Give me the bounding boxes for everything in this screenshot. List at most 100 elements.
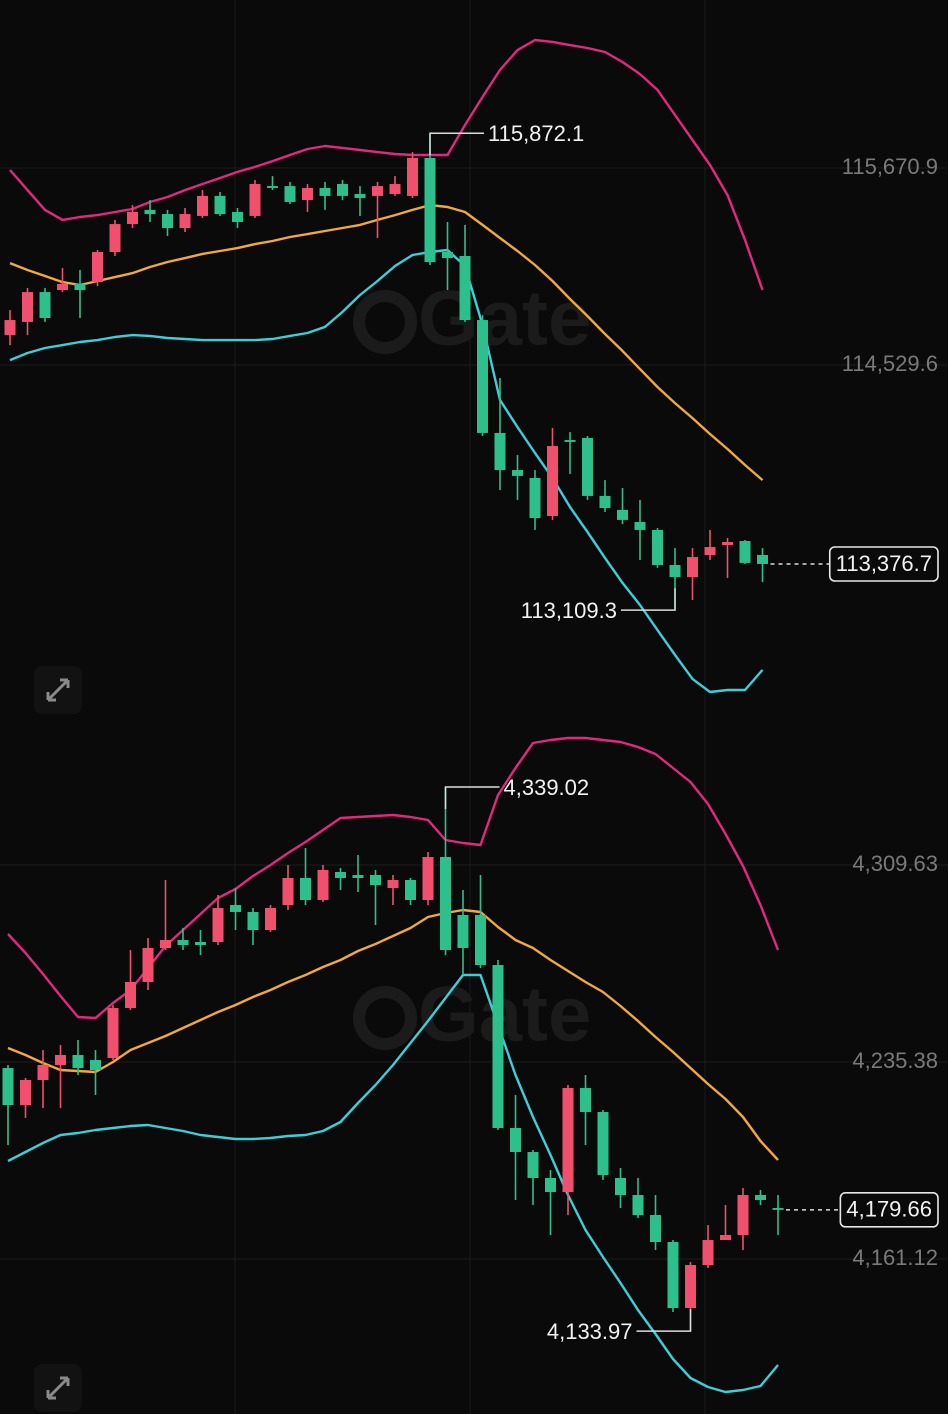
- candle-body: [564, 440, 576, 442]
- candle-body: [407, 157, 418, 196]
- candle-body: [74, 283, 86, 291]
- candle-body: [247, 911, 259, 931]
- high-label: 4,339.02: [504, 775, 590, 800]
- candle-body: [442, 252, 453, 259]
- candle-body: [55, 1055, 66, 1066]
- candle-body: [405, 879, 416, 901]
- candle-body: [422, 856, 434, 901]
- low-label: 113,109.3: [521, 598, 617, 623]
- candle-body: [582, 437, 593, 496]
- low-pointer: [636, 1309, 692, 1332]
- candle-body: [512, 470, 523, 476]
- candle-body: [354, 194, 366, 198]
- candle-body: [702, 1240, 714, 1266]
- candle-body: [755, 1195, 766, 1201]
- candle-body: [300, 878, 311, 901]
- candle-body: [440, 856, 451, 951]
- candle-body: [757, 554, 768, 565]
- candle-body: [22, 292, 33, 322]
- candle-body: [510, 1127, 521, 1153]
- candle-body: [232, 211, 243, 222]
- candle-body: [317, 869, 329, 901]
- y-tick-label: 4,235.38: [852, 1048, 938, 1073]
- candle-body: [685, 1265, 696, 1309]
- y-tick-label: 4,309.63: [852, 851, 938, 876]
- candle-body: [580, 1088, 591, 1113]
- candle-body: [650, 1215, 661, 1243]
- candle-body: [424, 157, 436, 263]
- band-line: [9, 38, 764, 291]
- y-tick-label: 4,161.12: [852, 1245, 938, 1270]
- candle-body: [562, 1088, 574, 1193]
- candle-body: [477, 320, 488, 433]
- candle-body: [142, 947, 154, 983]
- candle-body: [652, 529, 663, 565]
- candle-body: [529, 477, 541, 519]
- candle-body: [302, 187, 313, 201]
- candle-body: [669, 564, 681, 578]
- candle-body: [127, 211, 138, 225]
- candle-body: [632, 1195, 644, 1216]
- candle-body: [267, 186, 278, 188]
- candle-body: [92, 252, 103, 283]
- candle-body: [72, 1055, 84, 1069]
- candle-body: [39, 292, 51, 318]
- y-tick-label: 115,670.9: [842, 154, 938, 179]
- watermark-text: Gate: [418, 274, 591, 362]
- candle-body: [617, 509, 628, 520]
- candle-body: [739, 540, 751, 563]
- band-line: [7, 908, 779, 1161]
- candle-body: [109, 224, 121, 253]
- candle-body: [284, 186, 296, 202]
- watermark-logo: [353, 986, 417, 1050]
- candle-body: [282, 878, 294, 906]
- candle-body: [527, 1152, 539, 1179]
- candle-body: [2, 1068, 14, 1106]
- watermark-logo: [353, 290, 417, 354]
- expand-button[interactable]: [34, 1364, 82, 1412]
- candle-body: [667, 1242, 679, 1309]
- candle-body: [212, 908, 224, 943]
- candle-body: [37, 1065, 49, 1081]
- candle-body: [179, 214, 191, 229]
- candle-body: [457, 915, 469, 948]
- candle-body: [265, 908, 276, 931]
- candle-body: [214, 195, 226, 215]
- candle-body: [475, 915, 486, 966]
- candle-body: [125, 982, 136, 1009]
- candle-body: [144, 209, 156, 215]
- candle-body: [720, 1235, 731, 1241]
- candle-body: [319, 187, 331, 196]
- expand-button[interactable]: [34, 666, 82, 714]
- last-price-label: 4,179.66: [846, 1197, 932, 1222]
- candle-body: [597, 1112, 609, 1176]
- last-price-label: 113,376.7: [836, 551, 932, 576]
- candle-body: [177, 940, 189, 946]
- candle-body: [547, 446, 558, 516]
- plot-layer: 115,670.9 114,529.6 115,872.1 113,109.3 113,…: [0, 38, 948, 1394]
- expand-icon[interactable]: [46, 678, 70, 702]
- candle-body: [545, 1178, 556, 1193]
- candle-body: [372, 186, 383, 196]
- high-label: 115,872.1: [488, 121, 584, 146]
- candle-body: [197, 195, 208, 216]
- candle-body: [737, 1195, 749, 1236]
- candle-body: [195, 942, 206, 946]
- last-price-box: [839, 1192, 939, 1228]
- candle-body: [494, 432, 506, 471]
- candle-body: [107, 1008, 119, 1059]
- low-pointer: [621, 588, 676, 611]
- band-line: [7, 736, 780, 1020]
- y-tick-label: 114,529.6: [842, 351, 938, 376]
- candle-body: [722, 542, 733, 545]
- candle-body: [57, 283, 68, 291]
- candle-body: [615, 1178, 626, 1196]
- candle-body: [772, 1208, 784, 1210]
- high-pointer: [429, 132, 484, 156]
- candle-body: [634, 522, 646, 530]
- low-label: 4,133.97: [547, 1319, 633, 1344]
- expand-icon[interactable]: [46, 1376, 70, 1400]
- candle-body: [370, 875, 381, 886]
- candle-body: [20, 1080, 31, 1106]
